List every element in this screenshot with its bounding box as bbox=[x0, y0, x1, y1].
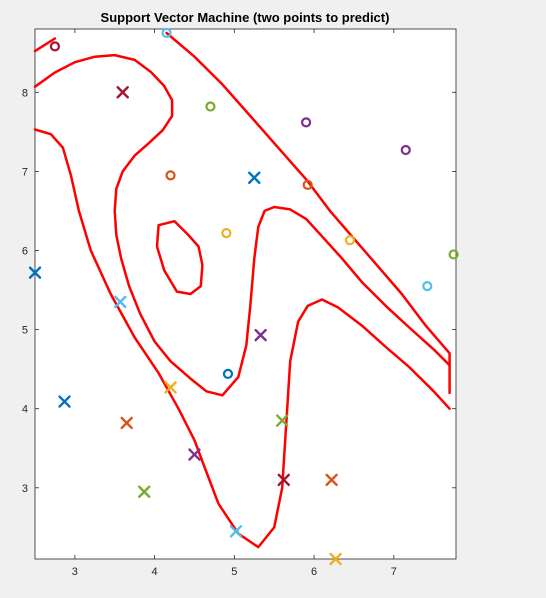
circle-point bbox=[400, 144, 411, 156]
y-tick-label: 3 bbox=[22, 483, 28, 495]
data-points bbox=[28, 27, 459, 566]
x-tick-label: 4 bbox=[152, 566, 158, 578]
circle-point bbox=[344, 235, 356, 246]
chart-title: Support Vector Machine (two points to pr… bbox=[101, 10, 390, 25]
decision-boundary-line bbox=[33, 37, 57, 53]
circle-point bbox=[165, 170, 176, 181]
circle-point bbox=[422, 280, 433, 292]
decision-boundary-line bbox=[33, 128, 451, 549]
circle-point bbox=[205, 101, 216, 112]
x-tick-label: 3 bbox=[72, 566, 78, 578]
cross-point bbox=[229, 525, 243, 538]
cross-point bbox=[254, 328, 267, 342]
cross-point bbox=[277, 473, 290, 487]
cross-point bbox=[120, 416, 133, 430]
decision-boundaries bbox=[33, 31, 451, 549]
x-tick-label: 6 bbox=[311, 566, 317, 578]
cross-point bbox=[114, 295, 127, 309]
cross-point bbox=[275, 414, 289, 427]
y-tick-label: 6 bbox=[22, 245, 28, 257]
y-tick-label: 4 bbox=[22, 404, 28, 416]
cross-point bbox=[329, 552, 342, 566]
cross-point bbox=[188, 448, 201, 461]
circle-point bbox=[448, 249, 459, 260]
cross-point bbox=[58, 395, 71, 408]
circle-point bbox=[222, 368, 234, 379]
x-tick-label: 5 bbox=[231, 566, 237, 578]
y-tick-label: 5 bbox=[22, 325, 28, 337]
cross-point bbox=[138, 485, 151, 498]
cross-point bbox=[28, 266, 42, 279]
circle-point bbox=[161, 27, 172, 39]
cross-point bbox=[116, 86, 129, 99]
cross-point bbox=[325, 473, 338, 487]
axis-ticks: 3 4 5 6 7 3 4 5 6 7 8 bbox=[22, 29, 456, 578]
plot-area bbox=[34, 28, 457, 560]
cross-point bbox=[248, 171, 261, 184]
decision-boundary-line bbox=[33, 53, 451, 397]
circle-point bbox=[300, 117, 312, 128]
circle-point bbox=[49, 41, 61, 52]
cross-point bbox=[164, 381, 177, 394]
decision-boundary-line bbox=[155, 219, 204, 296]
x-tick-label: 7 bbox=[391, 566, 397, 578]
decision-boundary-line bbox=[165, 31, 451, 395]
circle-point bbox=[221, 227, 232, 239]
y-tick-label: 8 bbox=[22, 87, 28, 99]
circle-point bbox=[302, 179, 313, 190]
y-tick-label: 7 bbox=[22, 166, 28, 178]
